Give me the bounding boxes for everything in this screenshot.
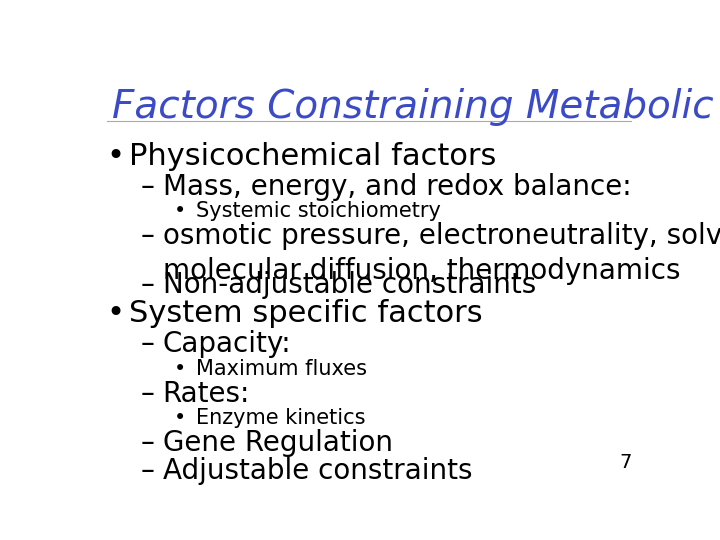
Text: osmotic pressure, electroneutrality, solvent capacity,
molecular diffusion, ther: osmotic pressure, electroneutrality, sol…	[163, 222, 720, 285]
Text: Factors Constraining Metabolic Function: Factors Constraining Metabolic Function	[112, 87, 720, 126]
Text: –: –	[140, 173, 154, 201]
Text: System specific factors: System specific factors	[129, 299, 482, 328]
Text: Capacity:: Capacity:	[163, 330, 291, 359]
Text: •: •	[107, 141, 125, 171]
Text: Enzyme kinetics: Enzyme kinetics	[196, 408, 366, 428]
Text: •: •	[174, 408, 186, 428]
Text: •: •	[107, 299, 125, 328]
Text: –: –	[140, 271, 154, 299]
Text: Gene Regulation: Gene Regulation	[163, 429, 392, 457]
Text: 7: 7	[619, 453, 631, 472]
Text: Maximum fluxes: Maximum fluxes	[196, 359, 367, 379]
Text: Mass, energy, and redox balance:: Mass, energy, and redox balance:	[163, 173, 631, 201]
Text: Non-adjustable constraints: Non-adjustable constraints	[163, 271, 536, 299]
Text: •: •	[174, 201, 186, 221]
Text: –: –	[140, 380, 154, 408]
Text: –: –	[140, 457, 154, 485]
Text: Adjustable constraints: Adjustable constraints	[163, 457, 472, 485]
Text: Systemic stoichiometry: Systemic stoichiometry	[196, 201, 441, 221]
Text: Rates:: Rates:	[163, 380, 250, 408]
Text: Physicochemical factors: Physicochemical factors	[129, 141, 496, 171]
Text: •: •	[174, 359, 186, 379]
Text: –: –	[140, 222, 154, 250]
Text: –: –	[140, 330, 154, 359]
Text: –: –	[140, 429, 154, 457]
